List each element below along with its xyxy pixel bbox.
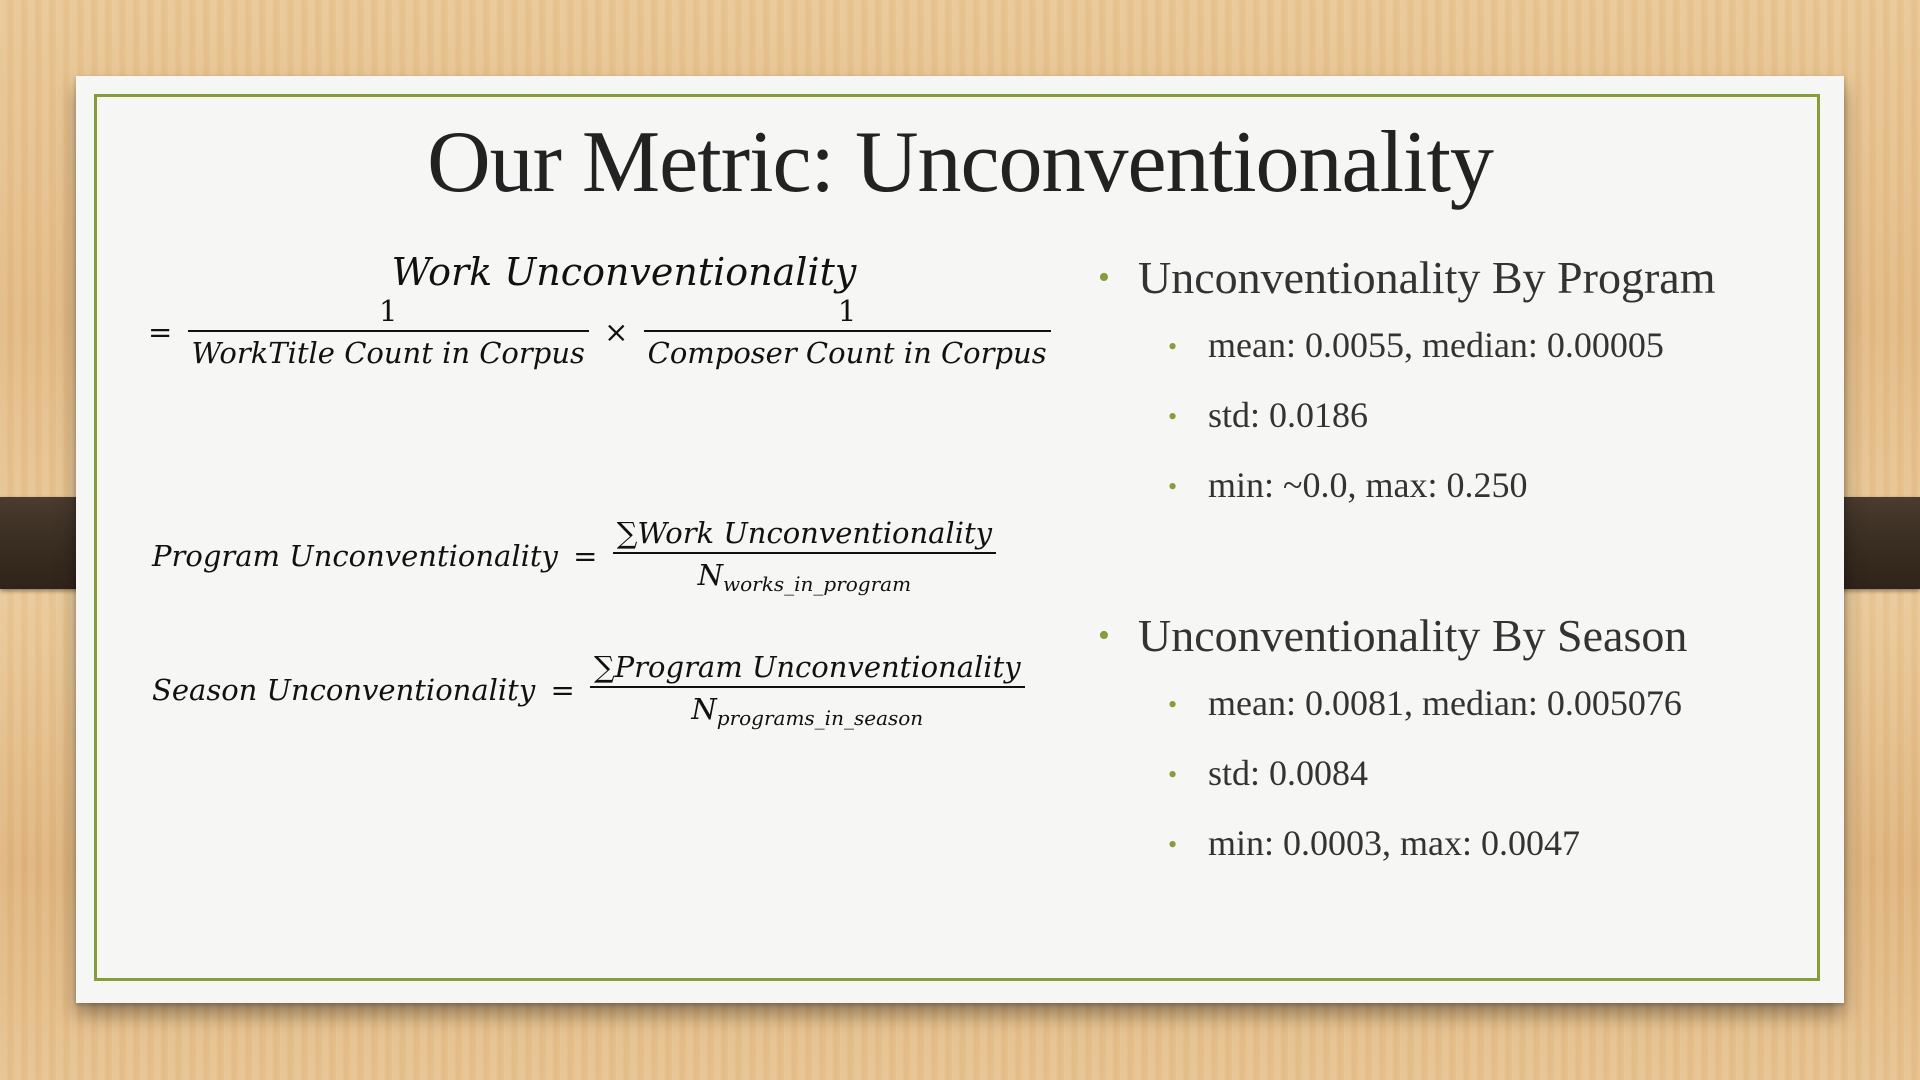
- season-fraction-denominator: Nprograms_in_season: [590, 688, 1025, 730]
- bullet-subitem: • mean: 0.0055, median: 0.00005: [1090, 310, 1810, 380]
- slide-border: [94, 94, 1820, 981]
- work-fraction-2-denominator: Composer Count in Corpus: [647, 336, 1047, 370]
- bullet-icon: •: [1168, 830, 1178, 859]
- slide: Our Metric: Unconventionality Work Uncon…: [76, 76, 1844, 1003]
- bullet-heading-by-season: • Unconventionality By Season: [1090, 604, 1810, 668]
- equals-sign: =: [573, 539, 598, 573]
- work-formula: = 1 WorkTitle Count in Corpus × 1 Compos…: [142, 294, 1051, 370]
- season-formula-label: Season Unconventionality: [152, 673, 536, 707]
- program-fraction: ∑Work Unconventionality Nworks_in_progra…: [612, 516, 997, 596]
- times-sign: ×: [604, 315, 629, 349]
- bullet-heading-by-program: • Unconventionality By Program: [1090, 246, 1810, 310]
- program-formula: Program Unconventionality = ∑Work Unconv…: [152, 516, 997, 596]
- work-fraction-1: 1 WorkTitle Count in Corpus: [187, 294, 589, 370]
- bullet-subitem: • std: 0.0084: [1090, 738, 1810, 808]
- bullet-subitem: • std: 0.0186: [1090, 380, 1810, 450]
- season-denominator-base: N: [691, 692, 717, 726]
- bullet-subitem-text: std: 0.0084: [1208, 753, 1369, 793]
- program-denominator-subscript: works_in_program: [723, 572, 912, 596]
- bullet-subitem-text: mean: 0.0081, median: 0.005076: [1208, 683, 1682, 723]
- bullet-subitem: • min: 0.0003, max: 0.0047: [1090, 808, 1810, 878]
- work-fraction-1-denominator: WorkTitle Count in Corpus: [191, 336, 585, 370]
- bullet-subitem-text: min: 0.0003, max: 0.0047: [1208, 823, 1580, 863]
- bullet-subitem-text: mean: 0.0055, median: 0.00005: [1208, 325, 1664, 365]
- stats-bullet-list: • Unconventionality By Program • mean: 0…: [1090, 246, 1810, 878]
- program-fraction-denominator: Nworks_in_program: [613, 554, 996, 596]
- equals-sign: =: [550, 673, 575, 707]
- bullet-subitem-text: min: ~0.0, max: 0.250: [1208, 465, 1528, 505]
- bullet-icon: •: [1098, 617, 1110, 654]
- bullet-heading-text: Unconventionality By Season: [1138, 610, 1688, 661]
- work-fraction-2-numerator: 1: [643, 294, 1051, 332]
- bullet-icon: •: [1168, 690, 1178, 719]
- season-fraction-numerator: ∑Program Unconventionality: [589, 650, 1025, 688]
- program-stats-group: • Unconventionality By Program • mean: 0…: [1090, 246, 1810, 520]
- work-formula-label: Work Unconventionality: [391, 250, 857, 294]
- program-fraction-numerator: ∑Work Unconventionality: [612, 516, 997, 554]
- slide-title: Our Metric: Unconventionality: [427, 114, 1494, 211]
- bullet-heading-text: Unconventionality By Program: [1138, 252, 1716, 303]
- bullet-icon: •: [1098, 259, 1110, 296]
- bullet-subitem: • min: ~0.0, max: 0.250: [1090, 450, 1810, 520]
- season-denominator-subscript: programs_in_season: [716, 706, 924, 730]
- work-fraction-2: 1 Composer Count in Corpus: [643, 294, 1051, 370]
- season-formula: Season Unconventionality = ∑Program Unco…: [152, 650, 1025, 730]
- bullet-icon: •: [1168, 332, 1178, 361]
- season-fraction: ∑Program Unconventionality Nprograms_in_…: [589, 650, 1025, 730]
- season-stats-group: • Unconventionality By Season • mean: 0.…: [1090, 604, 1810, 878]
- bullet-subitem: • mean: 0.0081, median: 0.005076: [1090, 668, 1810, 738]
- program-denominator-base: N: [697, 558, 724, 592]
- program-formula-label: Program Unconventionality: [152, 539, 558, 573]
- equals-sign: =: [148, 315, 173, 349]
- bullet-icon: •: [1168, 472, 1178, 501]
- work-fraction-1-numerator: 1: [187, 294, 589, 332]
- bullet-subitem-text: std: 0.0186: [1208, 395, 1369, 435]
- bullet-icon: •: [1168, 402, 1178, 431]
- bullet-icon: •: [1168, 760, 1178, 789]
